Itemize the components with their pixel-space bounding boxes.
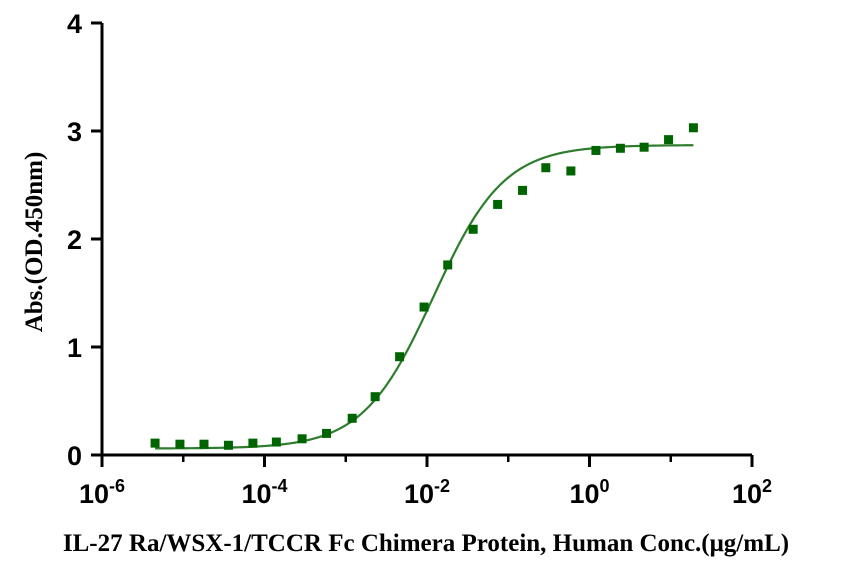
- data-point: [518, 185, 528, 195]
- data-point: [175, 439, 185, 449]
- data-point: [271, 437, 281, 447]
- y-tick-labels: 0 1 2 3 4: [67, 9, 82, 471]
- data-point: [297, 434, 307, 444]
- x-tick-label: 10-2: [404, 476, 450, 509]
- data-point: [566, 166, 576, 176]
- data-point: [322, 428, 332, 438]
- data-point: [664, 135, 674, 145]
- data-point: [591, 145, 601, 155]
- data-point: [150, 438, 160, 448]
- x-tick-labels: 10-6 10-4 10-2 100 102: [79, 476, 772, 509]
- y-tick-label: 0: [67, 441, 82, 471]
- y-tick-label: 1: [67, 333, 82, 363]
- data-point: [248, 438, 258, 448]
- y-axis-title: Abs.(OD.450nm): [21, 152, 48, 333]
- data-point: [541, 163, 551, 173]
- data-points: [150, 123, 698, 450]
- x-axis-title: IL-27 Ra/WSX-1/TCCR Fc Chimera Protein, …: [63, 530, 789, 557]
- x-tick-label: 10-6: [79, 476, 125, 509]
- data-point: [347, 413, 357, 423]
- data-point: [199, 439, 209, 449]
- x-tick-label: 102: [732, 476, 772, 509]
- y-tick-label: 3: [67, 117, 82, 147]
- data-point: [468, 224, 478, 234]
- data-point: [493, 199, 503, 209]
- data-point: [395, 352, 405, 362]
- x-tick-label: 100: [569, 476, 609, 509]
- data-point: [419, 302, 429, 312]
- axes: [91, 21, 754, 467]
- data-point: [370, 392, 380, 402]
- x-tick-label: 10-4: [241, 476, 287, 509]
- data-point: [688, 123, 698, 133]
- y-tick-label: 2: [67, 225, 82, 255]
- data-point: [223, 440, 233, 450]
- y-tick-label: 4: [67, 9, 82, 39]
- data-point: [639, 142, 649, 152]
- data-point: [615, 143, 625, 153]
- fit-curve: [155, 144, 694, 450]
- data-point: [443, 260, 453, 270]
